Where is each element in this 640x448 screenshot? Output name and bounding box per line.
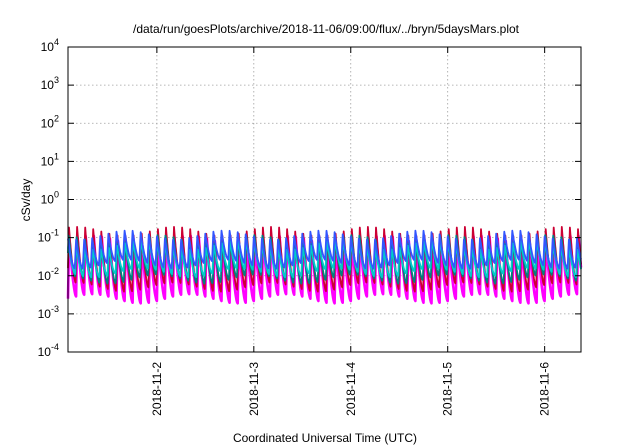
series-line-5 xyxy=(67,229,582,270)
y-tick-label: 10-3 xyxy=(38,304,59,321)
x-axis-label: Coordinated Universal Time (UTC) xyxy=(233,431,417,445)
y-axis-label: cSv/day xyxy=(19,179,33,222)
series-line-2 xyxy=(67,226,582,293)
x-tick-label: 2018-11-5 xyxy=(441,362,455,416)
y-tick-label: 10-4 xyxy=(38,342,59,359)
y-tick-label: 104 xyxy=(41,37,59,54)
y-tick-label: 10-2 xyxy=(38,266,59,283)
series-line-1 xyxy=(66,234,583,305)
y-tick-label: 10-1 xyxy=(38,228,59,245)
x-tick-label: 2018-11-2 xyxy=(150,362,164,416)
y-tick-label: 100 xyxy=(41,190,59,207)
series-layer xyxy=(66,226,583,305)
grid-layer xyxy=(68,47,581,352)
chart-title: /data/run/goesPlots/archive/2018-11-06/0… xyxy=(133,22,520,36)
x-axis: 2018-11-2 2018-11-3 2018-11-4 2018-11-5 2018… xyxy=(150,47,552,416)
y-tick-label: 103 xyxy=(41,75,59,92)
y-tick-label: 101 xyxy=(41,151,59,168)
x-tick-label: 2018-11-4 xyxy=(344,362,358,416)
x-tick-label: 2018-11-3 xyxy=(247,362,261,416)
y-tick-label: 102 xyxy=(41,113,59,130)
y-axis: 10-4 10-3 10-2 10-1 100 101 102 103 104 xyxy=(38,37,581,359)
x-tick-label: 2018-11-6 xyxy=(538,362,552,416)
series-line-4 xyxy=(67,239,582,279)
